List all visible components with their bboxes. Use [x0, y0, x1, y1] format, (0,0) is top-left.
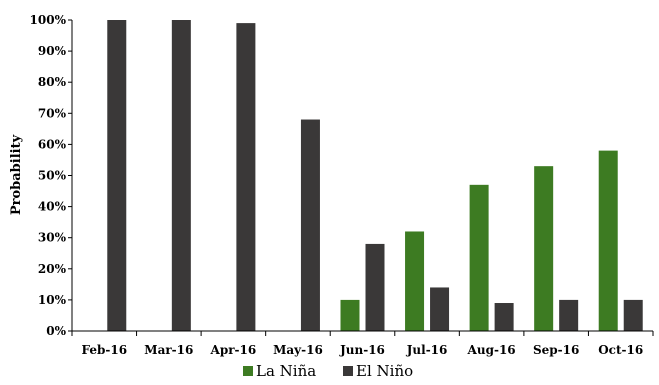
bar-el-nino	[236, 23, 256, 332]
x-tick-label: Sep-16	[533, 343, 579, 357]
legend-swatch-el-nino	[343, 366, 353, 376]
bar-el-nino	[171, 20, 191, 331]
y-tick-label: 90%	[38, 44, 67, 58]
bar-el-nino	[300, 119, 320, 332]
bars-group	[107, 20, 643, 332]
bar-el-nino	[430, 287, 450, 331]
legend-label-la-nina: La Niña	[256, 362, 316, 380]
bar-el-nino	[623, 299, 643, 331]
x-axis-ticks: Feb-16 Mar-16 Apr-16 May-16 Jun-16 Jul-16 Aug-…	[71, 331, 654, 357]
x-tick-label: Jun-16	[339, 343, 385, 357]
y-tick-label: 30%	[38, 231, 67, 245]
axes-group	[71, 20, 653, 332]
y-tick-label: 70%	[38, 106, 67, 120]
x-tick-label: Aug-16	[467, 343, 516, 357]
x-tick-label: Oct-16	[598, 343, 643, 357]
y-axis-title: Probability	[9, 134, 24, 215]
y-axis-ticks: 0% 10% 20% 30% 40% 50% 60% 70% 80% 90% 100%	[30, 13, 72, 338]
bar-el-nino	[494, 303, 514, 331]
bar-la-nina	[340, 299, 360, 331]
legend-swatch-la-nina	[243, 366, 253, 376]
bar-la-nina	[469, 184, 489, 331]
bar-el-nino	[365, 243, 385, 331]
legend: La Niña El Niño	[243, 362, 413, 380]
legend-label-el-nino: El Niño	[356, 362, 413, 380]
bar-la-nina	[405, 231, 425, 331]
y-tick-label: 50%	[38, 169, 67, 183]
y-tick-label: 10%	[38, 293, 67, 307]
x-tick-label: May-16	[273, 343, 323, 357]
y-tick-label: 100%	[30, 13, 67, 27]
y-tick-label: 60%	[38, 137, 67, 151]
bar-el-nino	[107, 20, 127, 331]
y-tick-label: 40%	[38, 200, 67, 214]
y-tick-label: 0%	[46, 324, 66, 338]
x-tick-label: Mar-16	[144, 343, 193, 357]
bar-la-nina	[598, 150, 618, 331]
y-tick-label: 20%	[38, 262, 67, 276]
x-tick-label: Apr-16	[210, 343, 257, 357]
bar-la-nina	[534, 166, 554, 331]
x-tick-label: Feb-16	[81, 343, 127, 357]
bar-el-nino	[559, 299, 579, 331]
y-tick-label: 80%	[38, 75, 67, 89]
x-tick-label: Jul-16	[406, 343, 448, 357]
